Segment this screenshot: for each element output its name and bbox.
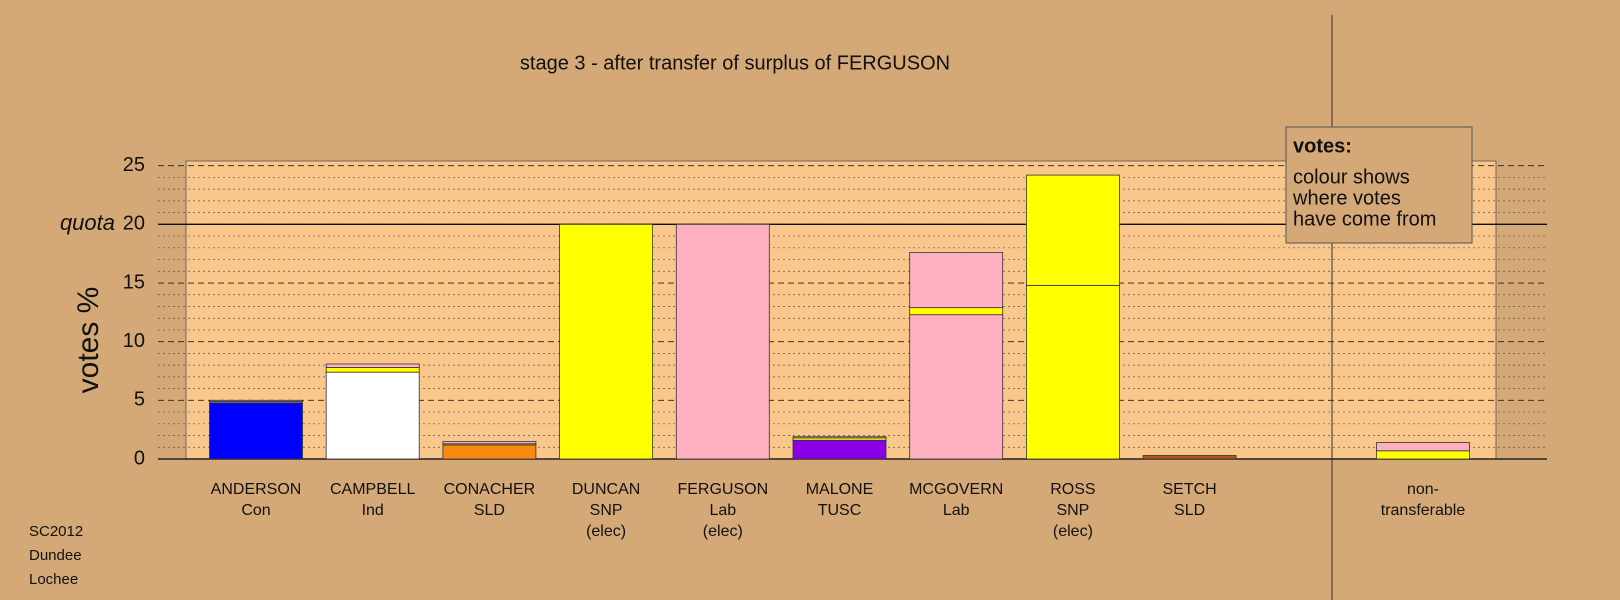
bar-segment — [325, 363, 420, 368]
bar-segment — [909, 252, 1004, 309]
x-tick-label: (elec) — [703, 523, 743, 540]
x-tick-label: FERGUSON — [677, 481, 768, 498]
bar-segment — [442, 441, 537, 445]
legend-text: where votes — [1292, 187, 1401, 209]
x-tick-label: MCGOVERN — [909, 481, 1003, 498]
footnote: SC2012 — [29, 523, 83, 540]
y-tick-label: 10 — [123, 330, 145, 352]
x-tick-label: CAMPBELL — [330, 481, 415, 498]
x-tick-label: TUSC — [818, 502, 862, 519]
x-tick-label: (elec) — [1053, 523, 1093, 540]
bar-segment — [1376, 450, 1470, 460]
x-tick-label: transferable — [1381, 502, 1466, 519]
y-tick-label: 20 — [123, 213, 145, 235]
x-tick-label: DUNCAN — [572, 481, 640, 498]
bar-segment — [792, 439, 887, 460]
x-tick-label: (elec) — [586, 523, 626, 540]
x-tick-label: SETCH — [1162, 481, 1216, 498]
y-tick-label: 15 — [123, 271, 145, 293]
bar-segment — [909, 314, 1004, 460]
bar-segment — [1376, 442, 1470, 452]
bar-segment — [559, 223, 653, 460]
bar-segment — [909, 307, 1004, 316]
x-tick-label: Con — [241, 502, 270, 519]
bar-segment — [675, 223, 770, 460]
y-tick-label: 25 — [123, 154, 145, 176]
bar-segment — [325, 367, 420, 373]
legend-text: have come from — [1293, 208, 1436, 230]
legend-title: votes: — [1293, 135, 1352, 157]
x-tick-label: Lab — [709, 502, 736, 519]
chart-title: stage 3 - after transfer of surplus of F… — [520, 52, 950, 74]
bar-segment — [442, 444, 537, 460]
footnote: Dundee — [29, 547, 82, 564]
bar-segment — [1142, 455, 1237, 460]
x-tick-label: non- — [1407, 481, 1439, 498]
y-axis-label: votes % — [72, 287, 105, 394]
x-tick-label: Ind — [362, 502, 384, 519]
bar-segment — [325, 371, 420, 460]
legend-box — [1285, 126, 1473, 244]
bar-segment — [1026, 284, 1120, 460]
footnote: Lochee — [29, 571, 78, 588]
bar-segment — [209, 399, 303, 402]
x-tick-label: ROSS — [1050, 481, 1095, 498]
x-tick-label: SLD — [474, 502, 505, 519]
x-tick-label: ANDERSON — [211, 481, 302, 498]
bar-segment — [209, 402, 303, 460]
legend-text: colour shows — [1293, 166, 1410, 188]
y-tick-label: 5 — [134, 389, 145, 411]
x-tick-label: SNP — [590, 502, 623, 519]
quota-label: quota — [60, 210, 115, 235]
x-tick-label: Lab — [943, 502, 970, 519]
x-tick-label: CONACHER — [444, 481, 536, 498]
bar-segment — [1026, 174, 1120, 286]
x-tick-label: SLD — [1174, 502, 1205, 519]
y-tick-label: 0 — [134, 447, 145, 469]
x-tick-label: SNP — [1056, 502, 1089, 519]
x-tick-label: MALONE — [806, 481, 874, 498]
bar-segment — [792, 436, 887, 439]
